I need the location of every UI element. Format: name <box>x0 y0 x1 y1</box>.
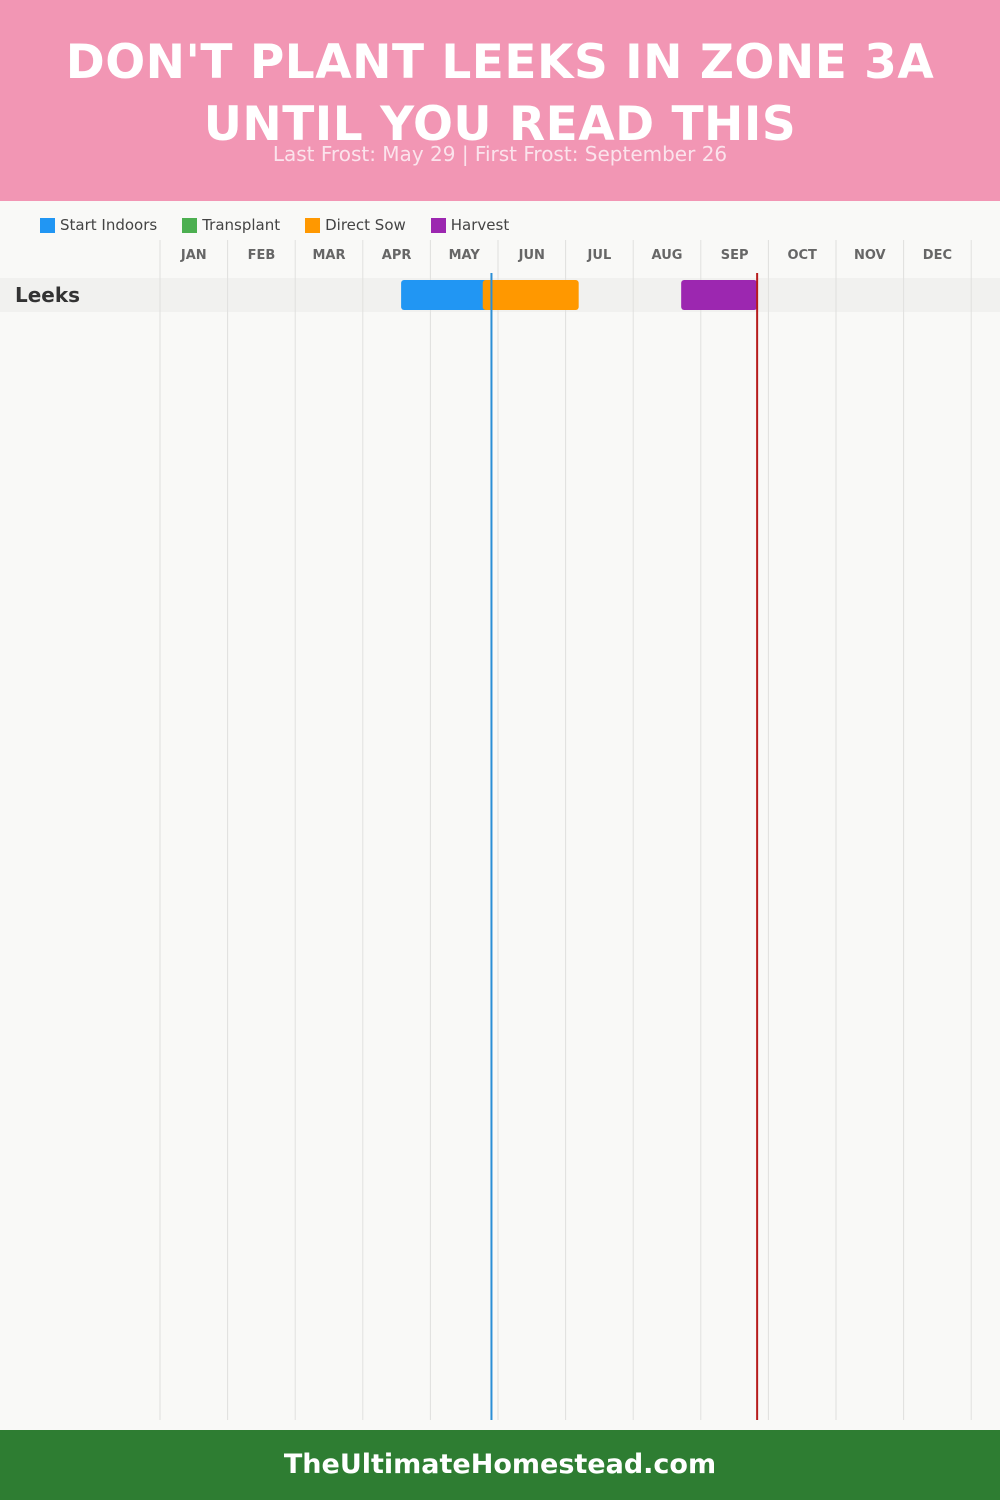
bar-harvest <box>681 280 758 310</box>
footer-banner: TheUltimateHomestead.com <box>0 1430 1000 1500</box>
month-label-oct: OCT <box>787 248 817 263</box>
bar-direct-sow <box>482 280 579 310</box>
legend-label-start-indoors: Start Indoors <box>60 216 158 234</box>
legend-label-transplant: Transplant <box>202 216 281 234</box>
month-label-apr: APR <box>382 248 412 263</box>
month-label-may: MAY <box>449 248 481 263</box>
legend-item-harvest: Harvest <box>430 216 510 234</box>
month-label-nov: NOV <box>854 248 886 263</box>
month-label-sep: SEP <box>721 248 749 263</box>
footer-site-link[interactable]: TheUltimateHomestead.com <box>283 1449 717 1480</box>
legend-item-transplant: Transplant <box>182 216 280 234</box>
page-title-line-1: DON'T PLANT LEEKS IN ZONE 3A <box>65 35 935 90</box>
month-label-mar: MAR <box>312 248 345 263</box>
header-banner: DON'T PLANT LEEKS IN ZONE 3A UNTIL YOU R… <box>0 0 1000 201</box>
legend-swatch-transplant <box>182 217 198 233</box>
legend-item-direct-sow: Direct Sow <box>305 216 406 234</box>
month-label-feb: FEB <box>248 248 276 263</box>
month-label-jul: JUL <box>587 248 612 263</box>
crop-label-leeks: Leeks <box>15 283 80 307</box>
month-label-aug: AUG <box>652 248 683 263</box>
month-label-jan: JAN <box>180 248 207 263</box>
legend-item-start-indoors: Start Indoors <box>40 216 157 234</box>
month-label-jun: JUN <box>518 248 545 263</box>
month-label-dec: DEC <box>923 248 952 263</box>
frost-dates-subtitle: Last Frost: May 29 | First Frost: Septem… <box>272 142 728 166</box>
legend-label-direct-sow: Direct Sow <box>325 216 406 234</box>
chart-legend: Start Indoors Transplant Direct Sow Harv… <box>40 214 534 236</box>
legend-label-harvest: Harvest <box>450 216 510 234</box>
legend-swatch-direct-sow <box>305 217 321 233</box>
page-title-line-2: UNTIL YOU READ THIS <box>203 97 797 152</box>
planting-calendar-chart: JAN FEB MAR APR MAY JUN JUL AUG SEP OCT NOV DEC Leek… <box>0 240 1000 1420</box>
bar-start-indoors <box>401 280 492 310</box>
legend-swatch-harvest <box>430 217 446 233</box>
legend-swatch-start-indoors <box>40 217 55 233</box>
